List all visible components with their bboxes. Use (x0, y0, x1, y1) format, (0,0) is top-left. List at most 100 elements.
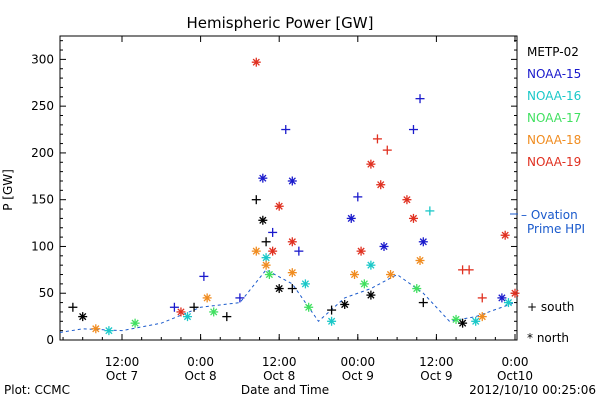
data-point-metp-02 (418, 298, 428, 308)
marker-stroke (357, 247, 365, 255)
data-point-noaa-19 (251, 57, 261, 67)
legend-entry: NOAA-18 (527, 133, 581, 147)
data-point-noaa-19 (464, 265, 474, 275)
x-tick-label-date: Oct 8 (184, 369, 216, 383)
marker-stroke (380, 242, 388, 251)
data-point-noaa-15 (418, 237, 428, 247)
marker-stroke (105, 327, 113, 335)
marker-stroke (265, 270, 273, 279)
legend-north-marker: * north (527, 331, 569, 345)
data-point-noaa-18 (91, 324, 101, 334)
data-point-noaa-15 (281, 125, 291, 135)
marker-stroke (92, 325, 100, 333)
legend-entry: NOAA-17 (527, 111, 581, 125)
data-point-metp-02 (340, 299, 350, 309)
footer-timestamp: 2012/10/10 00:25:06 (469, 383, 596, 397)
marker-stroke (409, 214, 418, 223)
marker-stroke (458, 319, 467, 327)
y-tick-label: 0 (46, 333, 54, 347)
data-point-noaa-15 (294, 246, 304, 256)
data-point-metp-02 (274, 284, 284, 294)
data-point-noaa-19 (376, 180, 386, 190)
marker-stroke (419, 238, 427, 246)
data-point-noaa-19 (274, 201, 284, 211)
data-point-noaa-18 (415, 255, 425, 265)
marker-stroke (79, 313, 87, 321)
y-tick-label: 250 (31, 99, 54, 113)
marker-stroke (377, 181, 385, 189)
data-point-noaa-15 (379, 241, 389, 251)
data-point-metp-02 (261, 237, 271, 247)
marker-stroke (252, 247, 260, 255)
data-point-noaa-15 (497, 293, 507, 303)
marker-stroke (183, 313, 192, 321)
data-point-metp-02 (251, 195, 261, 205)
marker-stroke (252, 58, 260, 66)
marker-stroke (210, 308, 218, 316)
data-point-noaa-19 (402, 195, 412, 205)
data-point-noaa-15 (235, 293, 245, 303)
data-point-noaa-15 (353, 192, 363, 202)
marker-stroke (413, 284, 421, 293)
data-point-noaa-19 (366, 159, 376, 169)
data-point-noaa-19 (408, 213, 418, 223)
data-point-metp-02 (222, 312, 232, 322)
marker-stroke (177, 308, 185, 316)
x-tick-label-date: Oct 7 (106, 369, 138, 383)
legend-entry: METP-02 (527, 45, 579, 59)
marker-stroke (498, 294, 506, 302)
data-point-noaa-18 (261, 260, 271, 270)
x-tick-label-time: 12:00 (262, 355, 297, 369)
x-tick-label-date: Oct 9 (342, 369, 374, 383)
data-point-noaa-15 (287, 176, 297, 186)
marker-stroke (367, 261, 375, 269)
data-point-noaa-18 (251, 246, 261, 256)
data-point-noaa-19 (268, 246, 278, 256)
legend-ovation-line1: – Ovation (521, 208, 578, 222)
data-point-metp-02 (287, 284, 297, 294)
marker-stroke (301, 280, 310, 288)
data-point-noaa-19 (510, 288, 520, 298)
marker-stroke (341, 300, 349, 309)
legend-south-marker: + south (527, 300, 574, 314)
data-point-metp-02 (68, 302, 78, 312)
marker-stroke (403, 196, 411, 204)
data-point-metp-02 (258, 215, 268, 225)
data-point-noaa-18 (477, 312, 487, 322)
data-point-noaa-16 (183, 312, 192, 322)
marker-stroke (367, 160, 375, 168)
data-point-noaa-16 (300, 279, 310, 289)
y-tick-label: 300 (31, 52, 54, 66)
marker-stroke (416, 256, 424, 265)
ovation-hpi-line (59, 269, 516, 334)
marker-stroke (504, 298, 513, 307)
x-tick-label-date: Oct 8 (263, 369, 295, 383)
data-point-noaa-19 (287, 237, 297, 247)
marker-stroke (501, 231, 509, 239)
data-point-noaa-16 (366, 260, 376, 270)
x-tick-label-time: 0:00 (187, 355, 214, 369)
data-point-noaa-17 (264, 270, 274, 280)
data-point-noaa-15 (268, 227, 278, 237)
data-point-noaa-16 (471, 316, 481, 326)
data-point-noaa-17 (359, 279, 369, 289)
data-point-noaa-16 (425, 206, 435, 216)
marker-stroke (305, 303, 313, 311)
marker-stroke (262, 261, 270, 269)
x-tick-label-date: Oct10 (497, 369, 533, 383)
marker-stroke (350, 270, 359, 279)
data-point-noaa-15 (346, 213, 356, 223)
data-point-metp-02 (366, 290, 376, 300)
marker-stroke (452, 315, 460, 324)
marker-stroke (386, 270, 395, 279)
marker-stroke (327, 317, 336, 325)
y-tick-label: 50 (39, 286, 54, 300)
marker-stroke (269, 247, 277, 255)
marker-stroke (347, 214, 355, 223)
data-point-noaa-15 (415, 94, 425, 104)
data-point-noaa-15 (258, 173, 268, 183)
marker-stroke (511, 289, 519, 297)
data-point-noaa-17 (412, 284, 422, 294)
